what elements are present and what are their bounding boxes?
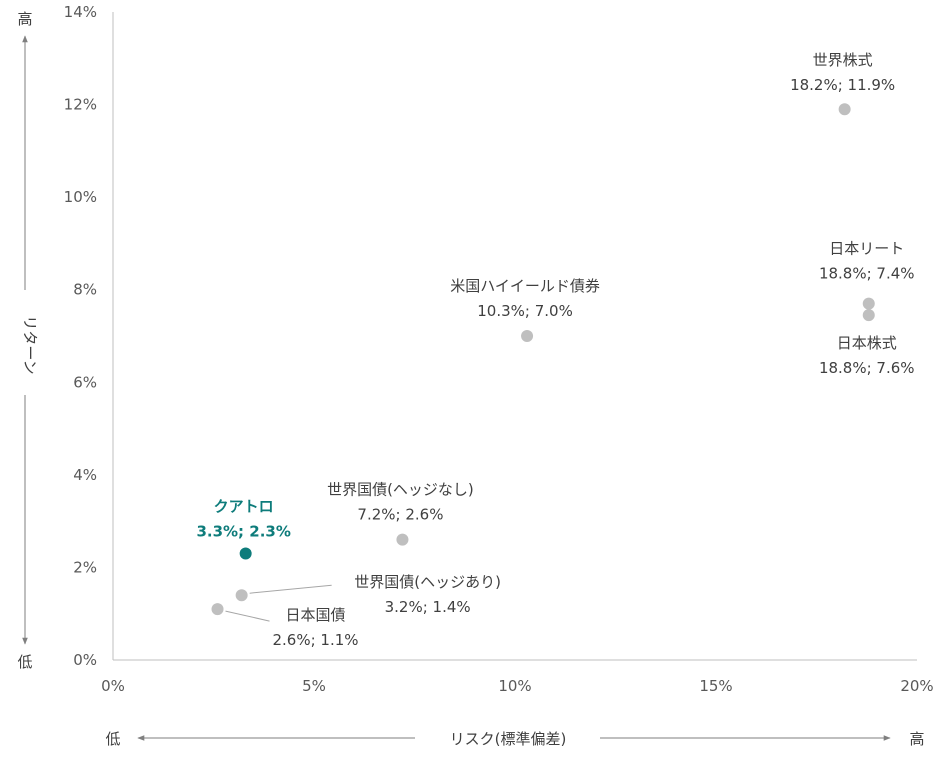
data-labels: 世界株式 18.2%; 11.9% 日本リート 18.8%; 7.4% 日本株式 18.8…	[196, 51, 914, 649]
data-point	[521, 330, 534, 342]
leader-line	[225, 610, 270, 622]
point-value-label: 18.8%; 7.4%	[819, 265, 915, 283]
y-high-label: 高	[17, 10, 32, 28]
x-tick-labels: 0% 5% 10% 15% 20%	[101, 677, 934, 695]
y-tick-label: 10%	[64, 188, 97, 206]
point-value-label: 7.2%; 2.6%	[357, 506, 443, 524]
point-name-label: 世界株式	[813, 51, 873, 69]
x-tick-label: 20%	[900, 677, 933, 695]
y-tick-labels: 0% 2% 4% 6% 8% 10% 12% 14%	[64, 3, 97, 669]
point-value-label: 3.3%; 2.3%	[196, 523, 290, 541]
data-point	[862, 297, 875, 310]
leader-line	[249, 584, 332, 594]
point-name-label: 日本リート	[829, 240, 904, 258]
data-point	[862, 309, 875, 322]
y-tick-label: 8%	[73, 281, 97, 299]
x-high-label: 高	[909, 730, 924, 748]
point-value-label: 3.2%; 1.4%	[385, 598, 471, 616]
plot-axes	[112, 12, 917, 661]
x-tick-label: 5%	[302, 677, 326, 695]
y-tick-label: 14%	[64, 3, 97, 21]
point-name-label: 米国ハイイールド債券	[450, 277, 600, 295]
point-name-label: 世界国債(ヘッジあり)	[354, 573, 501, 591]
y-low-label: 低	[17, 653, 32, 671]
point-value-label: 18.8%; 7.6%	[819, 359, 915, 377]
data-point	[235, 589, 248, 602]
y-axis-label: リターン	[21, 315, 39, 374]
point-name-label: 世界国債(ヘッジなし)	[327, 481, 474, 499]
data-points	[211, 103, 875, 616]
point-name-label: クアトロ	[214, 498, 274, 516]
x-tick-label: 15%	[699, 677, 732, 695]
y-tick-label: 0%	[73, 651, 97, 669]
x-tick-label: 10%	[498, 677, 531, 695]
y-axis-description: 高 リターン 低	[17, 10, 39, 671]
leader-lines	[225, 584, 332, 622]
point-value-label: 18.2%; 11.9%	[790, 76, 895, 94]
y-tick-label: 6%	[73, 373, 97, 391]
data-point	[239, 547, 252, 560]
x-low-label: 低	[105, 730, 120, 748]
x-tick-label: 0%	[101, 677, 125, 695]
y-tick-label: 12%	[64, 96, 97, 114]
point-value-label: 2.6%; 1.1%	[272, 631, 358, 649]
data-point	[396, 533, 409, 546]
data-point	[211, 603, 224, 616]
x-axis-description: 低 リスク(標準偏差) 高	[105, 730, 924, 748]
point-name-label: 日本国債	[286, 606, 346, 624]
data-point	[838, 103, 851, 116]
point-name-label: 日本株式	[837, 334, 897, 352]
y-tick-label: 4%	[73, 466, 97, 484]
point-value-label: 10.3%; 7.0%	[477, 302, 573, 320]
y-tick-label: 2%	[73, 558, 97, 576]
x-axis-label: リスク(標準偏差)	[450, 730, 567, 748]
